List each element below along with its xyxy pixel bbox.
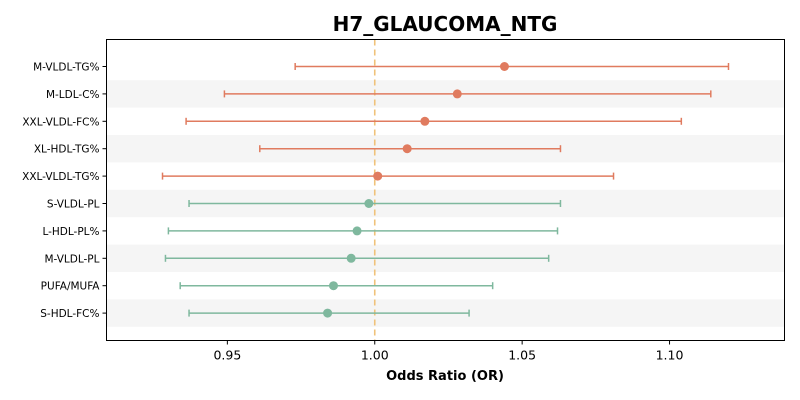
x-axis-label: Odds Ratio (OR) <box>386 369 504 384</box>
y-tick-label: XXL-VLDL-FC% <box>22 116 99 128</box>
y-tick-label: M-VLDL-PL <box>45 253 100 265</box>
or-point <box>346 253 356 263</box>
y-tick-label: L-HDL-PL% <box>42 226 99 238</box>
y-tick-label: M-VLDL-TG% <box>33 62 99 74</box>
or-point <box>352 226 362 236</box>
or-point <box>323 308 333 318</box>
or-point <box>420 116 430 126</box>
forest-row <box>223 89 712 99</box>
forest-row <box>179 281 494 291</box>
x-axis: 0.95 1.00 1.05 1.10 <box>213 340 684 363</box>
forest-row <box>164 253 550 263</box>
or-point <box>452 89 462 99</box>
forest-row <box>188 199 562 208</box>
or-point <box>328 281 338 291</box>
x-tick-label: 1.10 <box>656 348 684 363</box>
y-tick-label: M-LDL-C% <box>46 89 100 101</box>
y-axis: M-VLDL-TG% M-LDL-C% XXL-VLDL-FC% XL-HDL-TG%… <box>22 62 107 320</box>
marks <box>161 62 730 318</box>
forest-row <box>294 62 730 71</box>
forest-row <box>167 226 559 236</box>
or-point <box>364 199 374 208</box>
forest-row <box>188 308 470 318</box>
or-point <box>499 62 509 71</box>
plot-frame <box>106 39 785 341</box>
y-tick-label: XXL-VLDL-TG% <box>22 171 99 183</box>
forest-row <box>161 171 615 181</box>
chart-title: H7_GLAUCOMA_NTG <box>333 12 558 36</box>
x-tick-label: 1.05 <box>508 348 536 363</box>
forest-row <box>259 144 562 154</box>
forest-row <box>185 116 683 126</box>
y-tick-label: PUFA/MUFA <box>41 281 101 293</box>
x-tick-label: 0.95 <box>213 348 241 363</box>
or-point <box>402 144 412 154</box>
x-tick-label: 1.00 <box>361 348 389 363</box>
y-tick-label: S-VLDL-PL <box>47 199 100 211</box>
or-point <box>373 171 383 181</box>
y-tick-label: XL-HDL-TG% <box>34 144 100 156</box>
y-tick-label: S-HDL-FC% <box>40 308 99 320</box>
